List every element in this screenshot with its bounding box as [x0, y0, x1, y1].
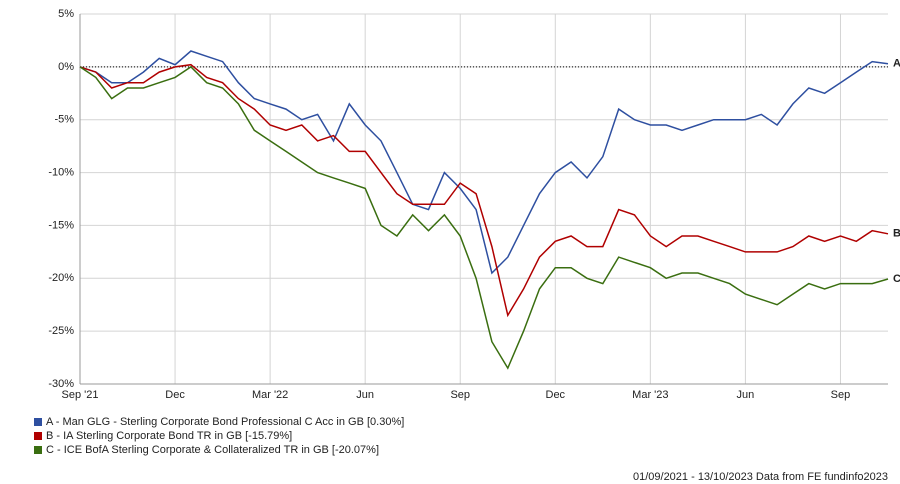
- x-tick-label: Jun: [356, 389, 374, 401]
- legend-label: C - ICE BofA Sterling Corporate & Collat…: [46, 444, 379, 456]
- end-label: A: [893, 58, 900, 70]
- x-tick-label: Sep '21: [62, 389, 99, 401]
- x-tick-label: Jun: [737, 389, 755, 401]
- legend-label: B - IA Sterling Corporate Bond TR in GB …: [46, 430, 292, 442]
- legend-swatch: [34, 432, 42, 440]
- x-tick-label: Sep: [831, 389, 851, 401]
- y-tick-label: -10%: [48, 166, 74, 178]
- y-tick-label: -30%: [48, 378, 74, 390]
- series-line: [79, 50, 889, 275]
- footer: 01/09/2021 - 13/10/2023 Data from FE fun…: [633, 471, 888, 483]
- y-tick-label: -5%: [54, 114, 74, 126]
- x-tick-label: Mar '23: [632, 389, 668, 401]
- x-tick-label: Dec: [546, 389, 566, 401]
- end-label: C: [893, 273, 900, 285]
- x-tick-label: Mar '22: [252, 389, 288, 401]
- y-tick-label: -20%: [48, 272, 74, 284]
- x-tick-label: Dec: [165, 389, 185, 401]
- legend-swatch: [34, 418, 42, 426]
- series-line: [79, 63, 889, 318]
- end-label: B: [893, 228, 900, 240]
- y-tick-label: -15%: [48, 219, 74, 231]
- series-line: [79, 65, 889, 370]
- y-tick-label: -25%: [48, 325, 74, 337]
- x-tick-label: Sep: [450, 389, 470, 401]
- legend-label: A - Man GLG - Sterling Corporate Bond Pr…: [46, 416, 404, 428]
- y-tick-label: 5%: [58, 8, 74, 20]
- y-tick-label: 0%: [58, 61, 74, 73]
- legend-swatch: [34, 446, 42, 454]
